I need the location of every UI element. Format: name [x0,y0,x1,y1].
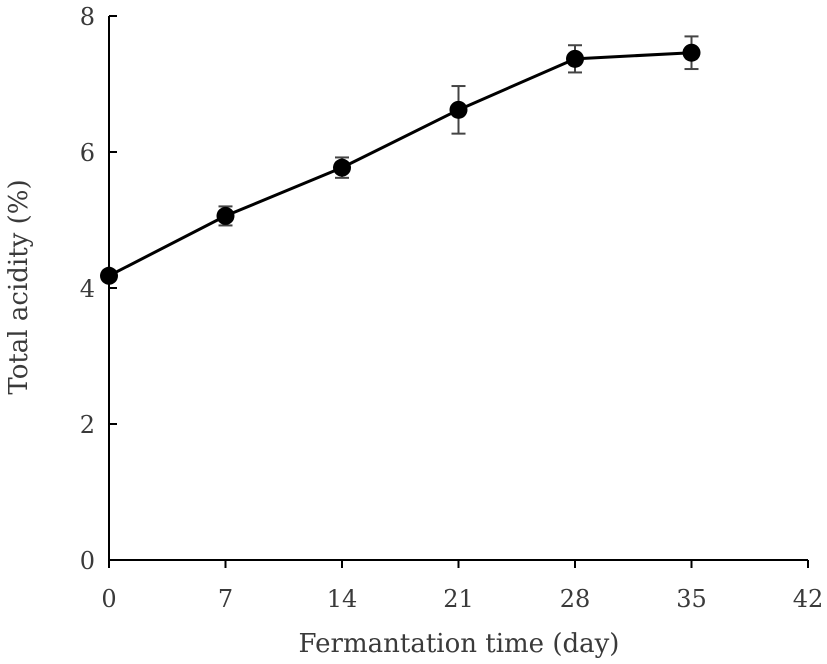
x-axis-title: Fermantation time (day) [299,629,620,659]
x-tick-label: 7 [218,585,233,613]
x-tick-label: 21 [443,585,474,613]
y-axis-title: Total acidity (%) [4,179,34,394]
data-point [333,158,351,177]
y-tick-label: 6 [80,139,95,167]
y-tick-label: 0 [80,547,95,575]
data-point [100,266,118,285]
y-tick-label: 2 [80,411,95,439]
series-line [108,51,692,278]
data-point [566,49,584,68]
y-axis-ticks: 0 2 4 6 8 [80,3,117,575]
x-tick-label: 14 [327,585,358,613]
x-tick-label: 0 [101,585,116,613]
x-tick-label: 28 [560,585,591,613]
x-tick-label: 35 [676,585,707,613]
x-axis-ticks: 0 7 14 21 28 35 42 [101,560,823,613]
x-tick-label: 42 [793,585,824,613]
data-point [216,206,235,225]
error-bars [102,35,699,281]
data-point [682,43,701,62]
data-point [449,100,468,119]
y-tick-label: 8 [80,3,95,31]
y-tick-label: 4 [80,275,95,303]
data-points [100,43,701,285]
